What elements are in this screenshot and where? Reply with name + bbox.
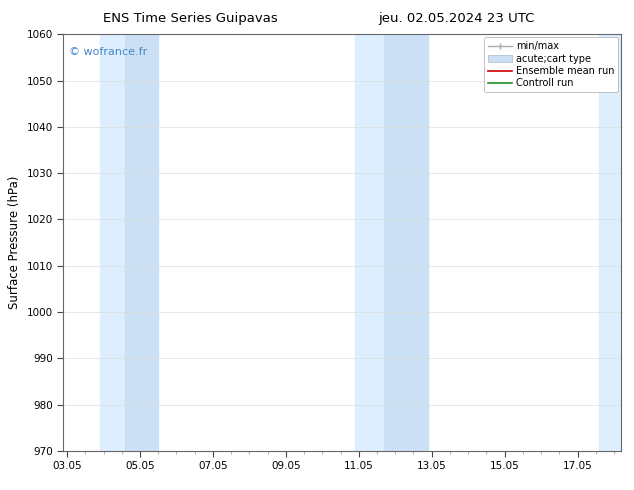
Text: ENS Time Series Guipavas: ENS Time Series Guipavas: [103, 12, 278, 25]
Legend: min/max, acute;cart type, Ensemble mean run, Controll run: min/max, acute;cart type, Ensemble mean …: [484, 37, 618, 92]
Bar: [355, 34, 384, 451]
Bar: [126, 34, 158, 451]
Text: jeu. 02.05.2024 23 UTC: jeu. 02.05.2024 23 UTC: [378, 12, 534, 25]
Bar: [100, 34, 126, 451]
Text: © wofrance.fr: © wofrance.fr: [69, 47, 147, 57]
Bar: [599, 34, 621, 451]
Y-axis label: Surface Pressure (hPa): Surface Pressure (hPa): [8, 176, 21, 309]
Bar: [384, 34, 428, 451]
